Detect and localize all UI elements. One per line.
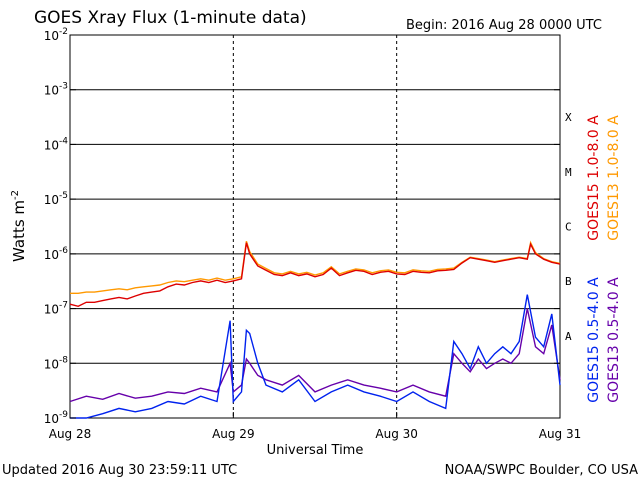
y-tick-label: 10-6: [44, 246, 69, 262]
begin-label: Begin: 2016 Aug 28 0000 UTC: [406, 18, 602, 33]
chart-title: GOES Xray Flux (1-minute data): [34, 8, 307, 28]
grid-lines: [70, 35, 560, 418]
flare-class-label: X: [565, 111, 572, 124]
y-axis-label-text: Watts m: [10, 200, 28, 262]
flare-class-label: B: [565, 275, 572, 288]
x-axis-ticks: Aug 28 Aug 29 Aug 30 Aug 31: [49, 412, 582, 441]
legend-item: GOES13 1.0-8.0 A: [606, 115, 622, 241]
flare-class-label: M: [565, 166, 572, 179]
y-tick-label: 10-9: [44, 410, 69, 426]
y-axis-label-exponent: -2: [10, 190, 21, 200]
legend-label: GOES13 0.5-4.0 A: [606, 277, 622, 403]
y-tick-label: 10-3: [44, 82, 68, 98]
series-layer: [69, 240, 561, 419]
flare-class-label: A: [565, 330, 572, 343]
legend: GOES15 1.0-8.0 A GOES13 1.0-8.0 A GOES15 0…: [586, 115, 622, 403]
y-tick-label: 10-2: [44, 27, 68, 43]
flare-class-labels: A B C M X: [565, 111, 572, 343]
legend-label: GOES15 1.0-8.0 A: [586, 115, 602, 241]
x-tick-label: Aug 31: [539, 427, 582, 441]
y-tick-label: 10-5: [44, 191, 68, 207]
legend-item: GOES13 0.5-4.0 A: [606, 277, 622, 403]
x-tick-label: Aug 28: [49, 427, 92, 441]
legend-item: GOES15 1.0-8.0 A: [586, 115, 602, 241]
updated-timestamp: Updated 2016 Aug 30 23:59:11 UTC: [2, 463, 237, 478]
y-axis-label-group: Watts m-2: [10, 190, 28, 262]
flare-class-label: C: [565, 221, 572, 234]
y-tick-label: 10-8: [44, 355, 69, 371]
x-axis-label: Universal Time: [267, 443, 364, 458]
y-tick-label: 10-7: [44, 301, 68, 317]
legend-label: GOES15 0.5-4.0 A: [586, 277, 602, 403]
legend-item: GOES15 0.5-4.0 A: [586, 277, 602, 403]
plot-frame: [69, 34, 561, 419]
series-line: [69, 308, 561, 403]
y-axis-label: Watts m-2: [10, 190, 28, 262]
x-tick-label: Aug 30: [375, 427, 418, 441]
legend-label: GOES13 1.0-8.0 A: [606, 115, 622, 241]
x-tick-label: Aug 29: [212, 427, 255, 441]
credit-text: NOAA/SWPC Boulder, CO USA: [445, 463, 638, 478]
series-line: [70, 294, 561, 419]
y-axis-ticks: 10-9 10-8 10-7 10-6 10-5 10-4 10-3 10-2: [44, 27, 560, 426]
series-line: [69, 242, 561, 308]
y-tick-label: 10-4: [44, 136, 69, 152]
